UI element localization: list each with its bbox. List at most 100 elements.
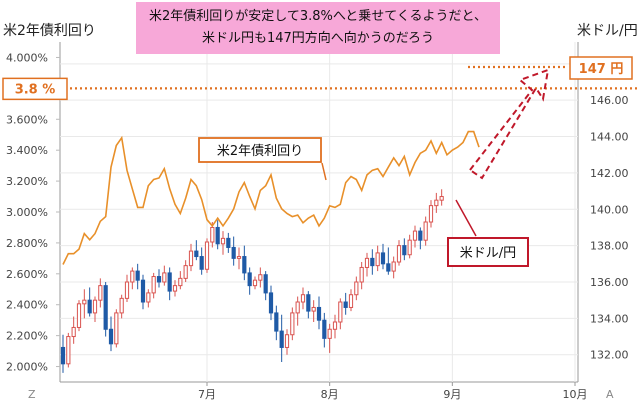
candle-up	[204, 241, 210, 270]
x-tick-label: 9月	[443, 388, 461, 401]
right-axis-title: 米ドル/円	[577, 23, 638, 39]
candle-down	[279, 330, 284, 348]
candle-down	[247, 272, 252, 287]
candle-up	[71, 326, 76, 338]
candle-up	[146, 292, 151, 303]
candle-down	[402, 245, 407, 256]
usdjpy-label-text: 米ドル/円	[460, 246, 516, 261]
candle-down	[274, 312, 279, 332]
left-tick-label: 2.600%	[6, 268, 48, 281]
left-tick-label: 2.400%	[6, 299, 48, 312]
left-tick-label: 2.000%	[6, 361, 48, 374]
candle-up	[98, 285, 103, 301]
headline-box: 米2年債利回りが安定して3.8%へと乗せてくるようだと、 米ドル円も147円方向…	[136, 2, 500, 54]
candle-up	[295, 301, 300, 314]
candle-up	[434, 199, 439, 207]
yield-label-leader	[321, 162, 327, 181]
candle-up	[162, 272, 167, 283]
candle-down	[60, 346, 66, 365]
candle-down	[306, 294, 311, 312]
projection-arrow	[468, 68, 550, 180]
left-tick-label: 3.200%	[6, 175, 48, 188]
left-tick-label: 2.800%	[6, 237, 48, 250]
candle-down	[263, 274, 268, 294]
candle-down	[418, 230, 423, 241]
candle-up	[114, 312, 119, 345]
candle-up	[311, 306, 316, 312]
left-tick-label: 2.200%	[6, 330, 48, 343]
left-tick-label: 3.600%	[6, 113, 48, 126]
yield-polyline	[62, 130, 480, 265]
candle-down	[108, 328, 114, 345]
headline-line-1: 米2年債利回りが安定して3.8%へと乗せてくるようだと、	[148, 9, 488, 24]
x-tick-label: 7月	[198, 388, 216, 401]
candle-up	[290, 312, 295, 336]
candle-down	[103, 285, 108, 330]
candle-up	[284, 334, 290, 348]
candle-up	[183, 265, 188, 279]
candle-down	[194, 250, 199, 258]
candle-up	[338, 301, 343, 323]
left-tick-label: 3.000%	[6, 206, 48, 219]
headline-line-2: 米ドル円も147円方向へ向かうのだろう	[201, 31, 435, 46]
candle-up	[82, 299, 87, 305]
x-tick-label: 8月	[321, 388, 339, 401]
x-axis-ticks: 7月 8月 9月 10月 Z A	[28, 382, 614, 401]
candle-up	[439, 196, 444, 201]
candle-down	[226, 237, 231, 248]
candle-up	[327, 328, 332, 339]
right-tick-label: 138.00	[590, 240, 629, 253]
candle-up	[92, 299, 98, 314]
target-fx-box	[569, 56, 633, 80]
candle-down	[386, 263, 391, 272]
yield-label-text: 米2年債利回り	[217, 144, 303, 159]
candle-down	[316, 306, 322, 321]
target-fx-label: 147 円	[579, 62, 624, 77]
corner-label-right: A	[606, 388, 614, 401]
candle-down	[156, 276, 162, 283]
candle-down	[322, 319, 327, 339]
candle-up	[172, 285, 178, 292]
candle-up	[66, 336, 71, 365]
candle-down	[242, 256, 247, 274]
candle-down	[87, 299, 92, 314]
candle-up	[375, 252, 380, 267]
candle-up	[396, 245, 402, 263]
right-tick-label: 142.00	[590, 167, 629, 180]
usdjpy-label-leader	[455, 199, 477, 237]
usdjpy-label-box	[447, 237, 529, 267]
yield-label-box	[198, 137, 322, 163]
right-tick-label: 140.00	[590, 203, 629, 216]
right-tick-label: 134.00	[590, 312, 629, 325]
candle-up	[220, 237, 226, 245]
candle-up	[178, 277, 183, 287]
candle-up	[236, 256, 242, 259]
candle-up	[119, 297, 124, 314]
corner-label-left: Z	[28, 388, 36, 401]
candle-up	[252, 279, 258, 287]
candle-up	[258, 274, 263, 281]
left-tick-label: 4.000%	[6, 51, 48, 64]
right-tick-label: 144.00	[590, 131, 629, 144]
left-axis-ticks: 2.000% 2.200% 2.400% 2.600% 2.800% 3.000% 3.20…	[6, 51, 60, 374]
x-tick-label: 10月	[563, 388, 588, 401]
candle-up	[124, 281, 130, 299]
candle-down	[268, 292, 274, 314]
candle-up	[151, 276, 156, 294]
candle-down	[215, 226, 220, 245]
right-tick-label: 136.00	[590, 276, 629, 289]
candle-down	[167, 272, 172, 292]
candle-down	[140, 279, 146, 303]
candle-down	[231, 246, 236, 259]
left-axis-title: 米2年債利回り	[3, 23, 96, 39]
candle-up	[359, 266, 364, 283]
candle-up	[391, 261, 396, 272]
candle-up	[130, 270, 135, 283]
candle-down	[380, 252, 386, 265]
candle-up	[210, 226, 215, 243]
candle-up	[300, 294, 306, 303]
candle-up	[428, 205, 434, 223]
candle-up	[348, 294, 354, 308]
